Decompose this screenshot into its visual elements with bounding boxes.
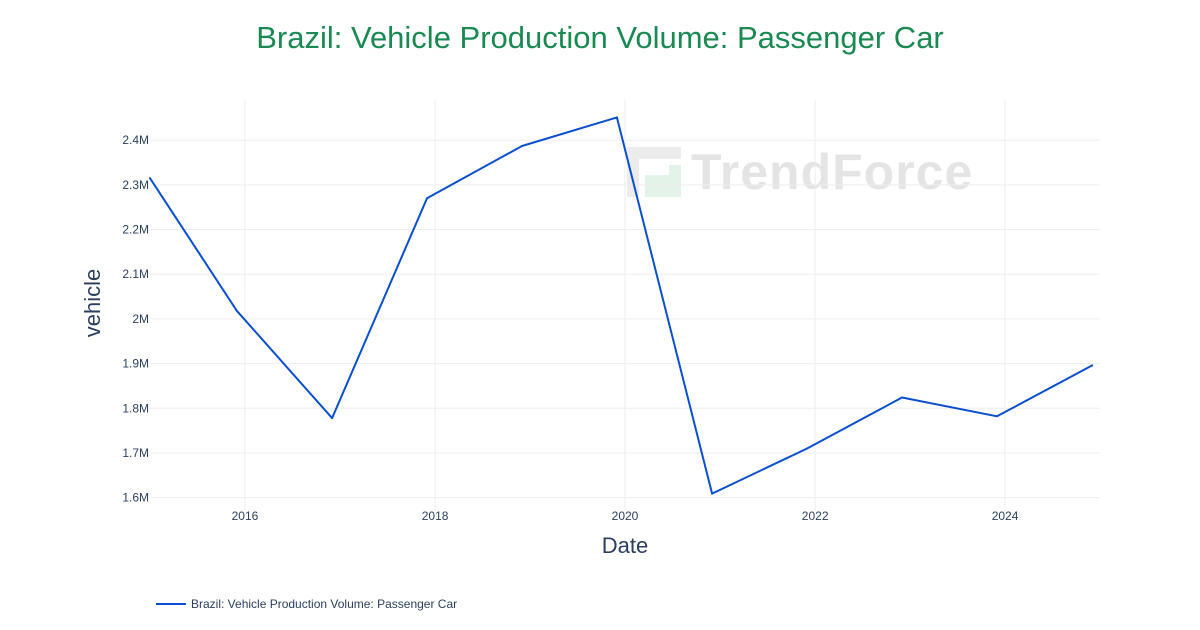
data-point[interactable]: [235, 309, 238, 312]
data-point[interactable]: [426, 197, 429, 200]
legend[interactable]: Brazil: Vehicle Production Volume: Passe…: [156, 596, 457, 612]
data-point[interactable]: [901, 396, 904, 399]
series-layer: [149, 116, 1094, 495]
data-point[interactable]: [615, 116, 618, 119]
x-tick-label: 2024: [992, 509, 1019, 523]
data-point[interactable]: [995, 415, 998, 418]
data-point[interactable]: [331, 417, 334, 420]
x-axis-title: Date: [602, 533, 648, 558]
data-point[interactable]: [806, 447, 809, 450]
y-axis-title: vehicle: [80, 269, 105, 337]
x-tick-label: 2018: [422, 509, 449, 523]
x-tick-labels: 2016 2018 2020 2022 2024: [232, 509, 1019, 523]
legend-line-swatch: [156, 603, 186, 605]
data-point[interactable]: [711, 492, 714, 495]
data-point[interactable]: [520, 145, 523, 148]
y-tick-label: 2.1M: [122, 267, 149, 281]
x-tick-label: 2022: [802, 509, 829, 523]
data-point[interactable]: [149, 177, 151, 180]
y-gridlines: [150, 139, 1100, 499]
chart-title: Brazil: Vehicle Production Volume: Passe…: [256, 20, 944, 55]
y-tick-label: 1.6M: [122, 491, 149, 505]
y-tick-label: 1.7M: [122, 446, 149, 460]
y-tick-labels: 1.6M 1.7M 1.8M 1.9M 2M 2.1M 2.2M 2.3M 2.4M: [122, 133, 149, 504]
data-point[interactable]: [1091, 364, 1094, 367]
x-tick-label: 2020: [612, 509, 639, 523]
x-tick-label: 2016: [232, 509, 259, 523]
legend-label: Brazil: Vehicle Production Volume: Passe…: [191, 597, 458, 611]
series-line[interactable]: [149, 116, 1093, 495]
y-tick-label: 1.9M: [122, 357, 149, 371]
y-tick-label: 2.3M: [122, 178, 149, 192]
y-tick-label: 2M: [132, 312, 149, 326]
x-gridlines: [244, 100, 1006, 511]
y-tick-label: 2.2M: [122, 223, 149, 237]
y-tick-label: 1.8M: [122, 401, 149, 415]
y-tick-label: 2.4M: [122, 133, 149, 147]
